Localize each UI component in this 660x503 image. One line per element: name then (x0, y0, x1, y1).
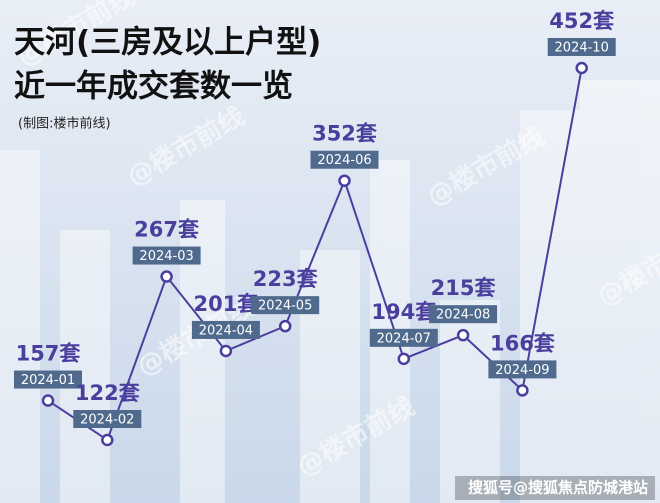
point (41, 394, 55, 407)
source: 搜狐号@搜狐焦点防城港站 (468, 479, 648, 497)
chart-note: (制图:楼市前线) (18, 116, 111, 132)
value-label: 122套 (75, 381, 140, 405)
x-tick-label: 2024-08 (436, 308, 490, 323)
point (516, 384, 529, 397)
date-box (310, 150, 379, 169)
date-box (547, 38, 616, 56)
value-label: 352套 (312, 122, 377, 146)
date-box (429, 305, 498, 324)
x-tick-label: 2024-09 (495, 363, 549, 378)
value-label: 223套 (253, 267, 318, 291)
point (101, 433, 114, 447)
x-tick-label: 2024-10 (555, 41, 609, 56)
date-box (132, 246, 201, 265)
point (575, 61, 588, 75)
value-label: 267套 (134, 218, 199, 242)
date-box (488, 360, 557, 379)
x-tick-label: 2024-03 (139, 249, 193, 264)
date-box (191, 320, 260, 339)
value-label: 166套 (490, 331, 555, 355)
value-label: 194套 (371, 300, 436, 324)
x-tick-label: 2024-01 (21, 373, 75, 388)
x-tick-label: 2024-04 (199, 323, 253, 338)
x-tick-label: 2024-02 (80, 413, 134, 428)
point (456, 328, 470, 342)
date-box (251, 296, 320, 315)
point (278, 319, 292, 333)
chart-title: 天河(三房及以上户型) (14, 25, 321, 61)
date-box (14, 370, 82, 389)
value-label: 157套 (16, 342, 81, 366)
point (338, 174, 351, 187)
date-box (73, 410, 142, 428)
source-bg (455, 476, 655, 500)
x-tick-label: 2024-05 (258, 299, 312, 314)
value-label: 201套 (193, 292, 258, 316)
value-label: 215套 (431, 276, 496, 300)
point (219, 344, 233, 358)
chart-subtitle: 近一年成交套数一览 (14, 69, 293, 105)
x-tick-label: 2024-07 (377, 331, 431, 346)
value-label: 452套 (549, 9, 614, 33)
point (397, 352, 411, 366)
x-tick-label: 2024-06 (317, 153, 371, 168)
point (160, 270, 173, 283)
date-box (369, 328, 438, 347)
